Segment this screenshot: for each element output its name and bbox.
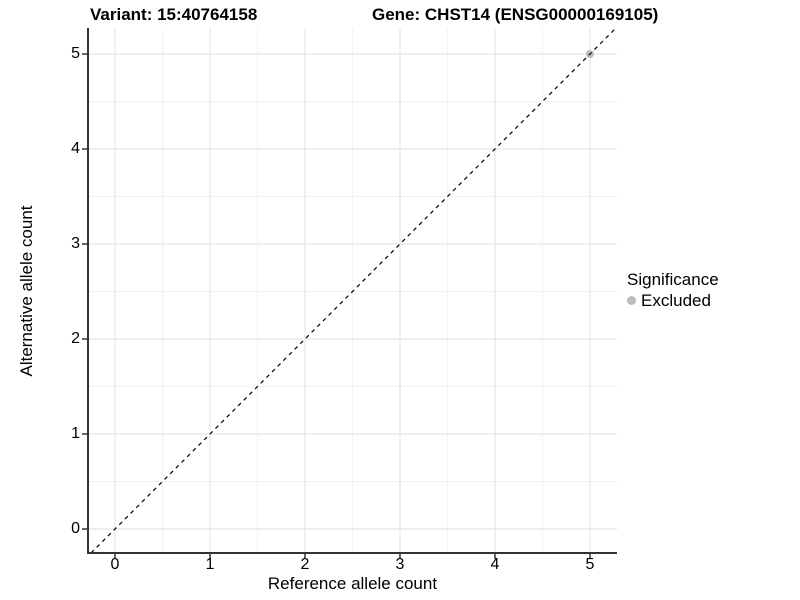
x-tick-label: 3 <box>395 556 405 573</box>
x-tick-label: 4 <box>490 556 500 573</box>
x-tick-label: 5 <box>585 556 595 573</box>
legend-item-label: Excluded <box>641 291 711 310</box>
x-axis-title: Reference allele count <box>267 574 438 593</box>
identity-line <box>90 27 617 554</box>
x-tick-label: 1 <box>205 556 215 573</box>
gene-title: Gene: CHST14 (ENSG00000169105) <box>372 5 659 24</box>
x-tick-label: 0 <box>110 556 120 573</box>
y-tick-label: 5 <box>71 45 80 62</box>
y-tick-label: 0 <box>71 520 80 537</box>
x-tick-label: 2 <box>300 556 310 573</box>
y-tick-label: 3 <box>71 235 80 252</box>
y-axis-title: Alternative allele count <box>17 205 36 377</box>
excluded-point-icon <box>627 296 636 305</box>
y-tick-label: 4 <box>71 140 80 157</box>
variant-title: Variant: 15:40764158 <box>90 5 258 24</box>
y-tick-label: 2 <box>71 330 80 347</box>
legend-item-excluded: Excluded <box>627 291 719 310</box>
legend-title: Significance <box>627 270 719 289</box>
y-tick-label: 1 <box>71 425 80 442</box>
legend: Significance Excluded <box>627 270 719 310</box>
